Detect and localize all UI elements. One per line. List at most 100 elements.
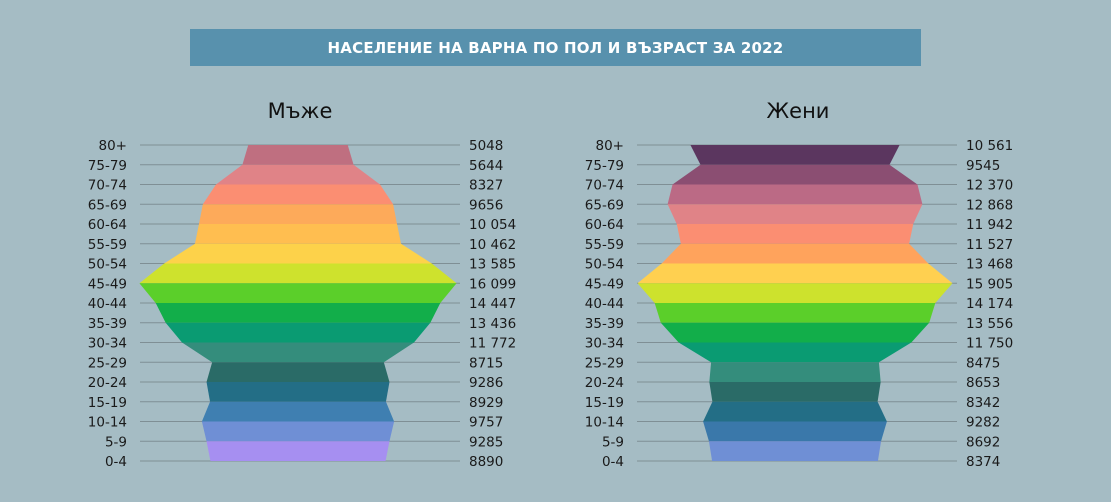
pyramid-band-10-14 xyxy=(703,421,887,442)
age-group-label: 30-34 xyxy=(88,336,127,352)
pyramid-band-10-14 xyxy=(201,421,395,442)
panel-title-men: Мъже xyxy=(267,99,333,123)
age-group-label: 50-54 xyxy=(88,257,127,273)
value-label: 8692 xyxy=(966,434,1000,450)
age-group-label: 20-24 xyxy=(585,375,624,391)
value-label: 11 750 xyxy=(966,336,1013,352)
value-label: 11 942 xyxy=(966,217,1013,233)
pyramid-band-30-34 xyxy=(678,342,912,363)
value-label: 5644 xyxy=(469,158,503,174)
pyramid-band-5-9 xyxy=(206,441,390,461)
age-group-label: 70-74 xyxy=(88,178,127,194)
age-group-label: 60-64 xyxy=(88,217,127,233)
age-group-label: 35-39 xyxy=(88,316,127,332)
pyramid-band-25-29 xyxy=(206,362,390,382)
value-label: 13 556 xyxy=(966,316,1013,332)
age-group-label: 80+ xyxy=(99,138,128,154)
value-label: 11 772 xyxy=(469,336,516,352)
pyramid-band-80+ xyxy=(690,145,900,165)
age-group-label: 5-9 xyxy=(105,434,127,450)
age-group-label: 45-49 xyxy=(88,276,127,292)
pyramid-band-40-44 xyxy=(155,303,441,323)
pyramid-band-75-79 xyxy=(672,164,918,185)
value-label: 10 054 xyxy=(469,217,516,233)
age-group-label: 0-4 xyxy=(602,454,624,470)
value-label: 8327 xyxy=(469,178,503,194)
pyramid-band-70-74 xyxy=(202,184,394,205)
age-group-label: 30-34 xyxy=(585,336,624,352)
pyramid-band-5-9 xyxy=(708,441,882,461)
pyramid-band-60-64 xyxy=(676,224,914,244)
value-label: 8342 xyxy=(966,395,1000,411)
pyramid-band-60-64 xyxy=(194,224,402,244)
pyramid-band-75-79 xyxy=(215,164,381,185)
pyramid-band-20-24 xyxy=(709,382,881,402)
pyramid-band-30-34 xyxy=(182,342,414,363)
age-group-label: 45-49 xyxy=(585,276,624,292)
age-group-label: 35-39 xyxy=(585,316,624,332)
chart-title: НАСЕЛЕНИЕ НА ВАРНА ПО ПОЛ И ВЪЗРАСТ ЗА 2… xyxy=(190,29,921,66)
value-label: 9656 xyxy=(469,197,503,213)
value-label: 14 447 xyxy=(469,296,516,312)
age-group-label: 25-29 xyxy=(585,355,624,371)
age-group-label: 55-59 xyxy=(585,237,624,253)
pyramid-band-80+ xyxy=(242,145,354,165)
value-label: 9545 xyxy=(966,158,1000,174)
age-group-label: 25-29 xyxy=(88,355,127,371)
age-group-label: 80+ xyxy=(596,138,625,154)
pyramid-band-65-69 xyxy=(198,204,398,224)
value-label: 9282 xyxy=(966,415,1000,431)
value-label: 9285 xyxy=(469,434,503,450)
pyramid-band-70-74 xyxy=(667,184,923,205)
age-group-label: 10-14 xyxy=(585,415,624,431)
pyramid-band-45-49 xyxy=(637,283,953,303)
age-group-label: 65-69 xyxy=(88,197,127,213)
value-label: 8374 xyxy=(966,454,1000,470)
pyramid-band-55-59 xyxy=(661,243,929,264)
age-group-label: 55-59 xyxy=(88,237,127,253)
value-label: 14 174 xyxy=(966,296,1013,312)
value-label: 9757 xyxy=(469,415,503,431)
value-label: 13 436 xyxy=(469,316,516,332)
age-group-label: 65-69 xyxy=(585,197,624,213)
pyramid-band-35-39 xyxy=(660,322,930,343)
value-label: 15 905 xyxy=(966,276,1013,292)
pyramid-band-50-54 xyxy=(637,263,953,284)
age-group-label: 70-74 xyxy=(585,178,624,194)
value-label: 8890 xyxy=(469,454,503,470)
age-group-label: 50-54 xyxy=(585,257,624,273)
age-group-label: 75-79 xyxy=(88,158,127,174)
pyramid-band-25-29 xyxy=(709,362,881,382)
value-label: 11 527 xyxy=(966,237,1013,253)
value-label: 10 561 xyxy=(966,138,1013,154)
age-group-label: 75-79 xyxy=(585,158,624,174)
value-label: 12 868 xyxy=(966,197,1013,213)
pyramid-band-50-54 xyxy=(139,263,457,284)
pyramid-band-15-19 xyxy=(703,401,887,422)
value-label: 8929 xyxy=(469,395,503,411)
pyramid-men: 80+ 5048 75-79 5644 70-74 8327 65-69 9656 60-64 1… xyxy=(88,138,516,470)
value-label: 8475 xyxy=(966,355,1000,371)
panel-title-women: Жени xyxy=(766,99,830,123)
pyramid-band-20-24 xyxy=(206,382,390,402)
value-label: 16 099 xyxy=(469,276,516,292)
value-label: 8715 xyxy=(469,355,503,371)
age-group-label: 15-19 xyxy=(585,395,624,411)
age-group-label: 40-44 xyxy=(585,296,624,312)
age-group-label: 5-9 xyxy=(602,434,624,450)
value-label: 13 585 xyxy=(469,257,516,273)
value-label: 12 370 xyxy=(966,178,1013,194)
value-label: 13 468 xyxy=(966,257,1013,273)
value-label: 8653 xyxy=(966,375,1000,391)
age-group-label: 15-19 xyxy=(88,395,127,411)
pyramid-band-35-39 xyxy=(165,322,431,343)
pyramid-band-65-69 xyxy=(667,204,923,224)
value-label: 9286 xyxy=(469,375,503,391)
value-label: 5048 xyxy=(469,138,503,154)
pyramid-band-15-19 xyxy=(201,401,395,422)
age-group-label: 10-14 xyxy=(88,415,127,431)
value-label: 10 462 xyxy=(469,237,516,253)
age-group-label: 60-64 xyxy=(585,217,624,233)
pyramid-band-45-49 xyxy=(139,283,457,303)
